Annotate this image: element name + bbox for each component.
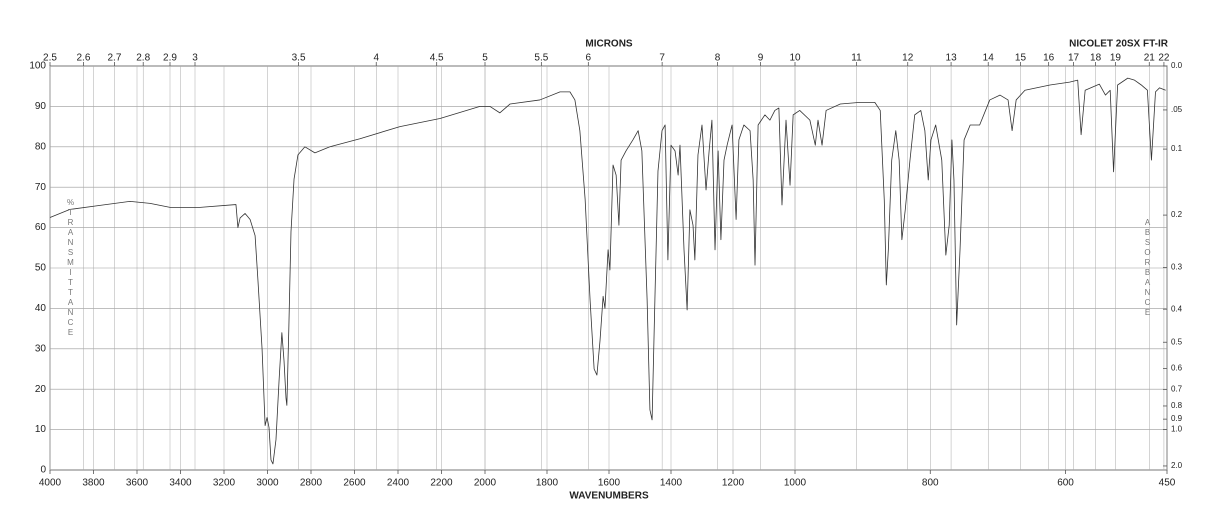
top-tick-label: 22 [1158, 53, 1170, 64]
top-tick-label: 16 [1043, 53, 1055, 64]
top-tick-label: 3.5 [292, 53, 306, 64]
x-tick-label: 3800 [82, 478, 105, 489]
x-tick-label: 1600 [598, 478, 621, 489]
top-tick-label: 11 [851, 53, 862, 64]
top-tick-label: 8 [715, 53, 721, 64]
chart-title: NICOLET 20SX FT-IR [1069, 39, 1169, 50]
top-tick-label: 4 [373, 53, 379, 64]
x-tick-label: 2200 [430, 478, 453, 489]
x-tick-label: 2400 [387, 478, 410, 489]
y-tick-label: 30 [35, 343, 47, 354]
right-tick-label: 0.8 [1171, 401, 1183, 410]
y-tick-label: 0 [40, 465, 46, 476]
right-tick-label: 0.6 [1171, 364, 1183, 373]
top-tick-label: 2.5 [43, 53, 57, 64]
x-tick-label: 2800 [300, 478, 323, 489]
right-tick-label: 0.2 [1171, 210, 1183, 219]
top-tick-label: 4.5 [430, 53, 444, 64]
top-tick-label: 17 [1068, 53, 1080, 64]
x-tick-label: 2600 [343, 478, 366, 489]
x-tick-label: 1800 [536, 478, 559, 489]
top-axis-title: MICRONS [585, 39, 633, 50]
y-tick-label: 80 [35, 141, 47, 152]
right-tick-label: 0.5 [1171, 337, 1183, 346]
top-tick-label: 2.6 [77, 53, 91, 64]
spectrum-line [49, 77, 1166, 465]
top-tick-label: 2.7 [107, 53, 121, 64]
x-tick-label: 800 [922, 478, 939, 489]
right-tick-label: 1.0 [1171, 425, 1183, 434]
top-tick-label: 21 [1144, 53, 1156, 64]
top-tick-label: 2.9 [163, 53, 177, 64]
x-tick-label: 1400 [660, 478, 683, 489]
y-tick-label: 60 [35, 222, 47, 233]
right-tick-label: 0.3 [1171, 263, 1183, 272]
right-tick-label: 2.0 [1171, 461, 1183, 470]
top-tick-label: 19 [1110, 53, 1122, 64]
top-tick-label: 5.5 [534, 53, 548, 64]
top-tick-label: 12 [902, 53, 914, 64]
top-tick-label: 9 [758, 53, 764, 64]
x-tick-label: 3200 [213, 478, 236, 489]
top-tick-label: 10 [789, 53, 801, 64]
y-tick-label: 100 [29, 61, 46, 72]
x-tick-label: 600 [1057, 478, 1074, 489]
right-tick-label: 0.7 [1171, 385, 1183, 394]
y-axis-title: %TRANSMITTANCE [66, 198, 75, 338]
top-tick-label: 18 [1090, 53, 1102, 64]
y-tick-label: 20 [35, 384, 47, 395]
y-tick-label: 50 [35, 263, 47, 274]
top-tick-label: 15 [1015, 53, 1027, 64]
top-tick-label: 2.8 [136, 53, 150, 64]
top-tick-label: 6 [586, 53, 592, 64]
x-tick-label: 4000 [39, 478, 62, 489]
right-tick-label: 0.1 [1171, 144, 1183, 153]
x-tick-label: 2000 [474, 478, 497, 489]
top-tick-label: 5 [482, 53, 488, 64]
y-tick-label: 40 [35, 303, 47, 314]
x-tick-label: 3400 [169, 478, 192, 489]
right-tick-label: .05 [1171, 105, 1183, 114]
top-tick-label: 3 [192, 53, 198, 64]
x-tick-label: 1000 [784, 478, 807, 489]
x-axis-title: WAVENUMBERS [569, 491, 649, 502]
x-tick-label: 3000 [256, 478, 279, 489]
y-tick-label: 70 [35, 182, 47, 193]
top-tick-label: 7 [659, 53, 665, 64]
top-tick-label: 14 [983, 53, 995, 64]
y-tick-label: 10 [35, 424, 47, 435]
right-tick-label: 0.4 [1171, 304, 1183, 313]
x-tick-label: 1200 [722, 478, 745, 489]
right-tick-label: 0.9 [1171, 414, 1183, 423]
y-tick-label: 90 [35, 101, 47, 112]
x-tick-label: 3600 [126, 478, 149, 489]
right-tick-label: 0.0 [1171, 61, 1183, 70]
right-axis-title: ABSORBANCE [1143, 218, 1152, 318]
top-tick-label: 13 [946, 53, 958, 64]
x-tick-label: 450 [1159, 478, 1176, 489]
